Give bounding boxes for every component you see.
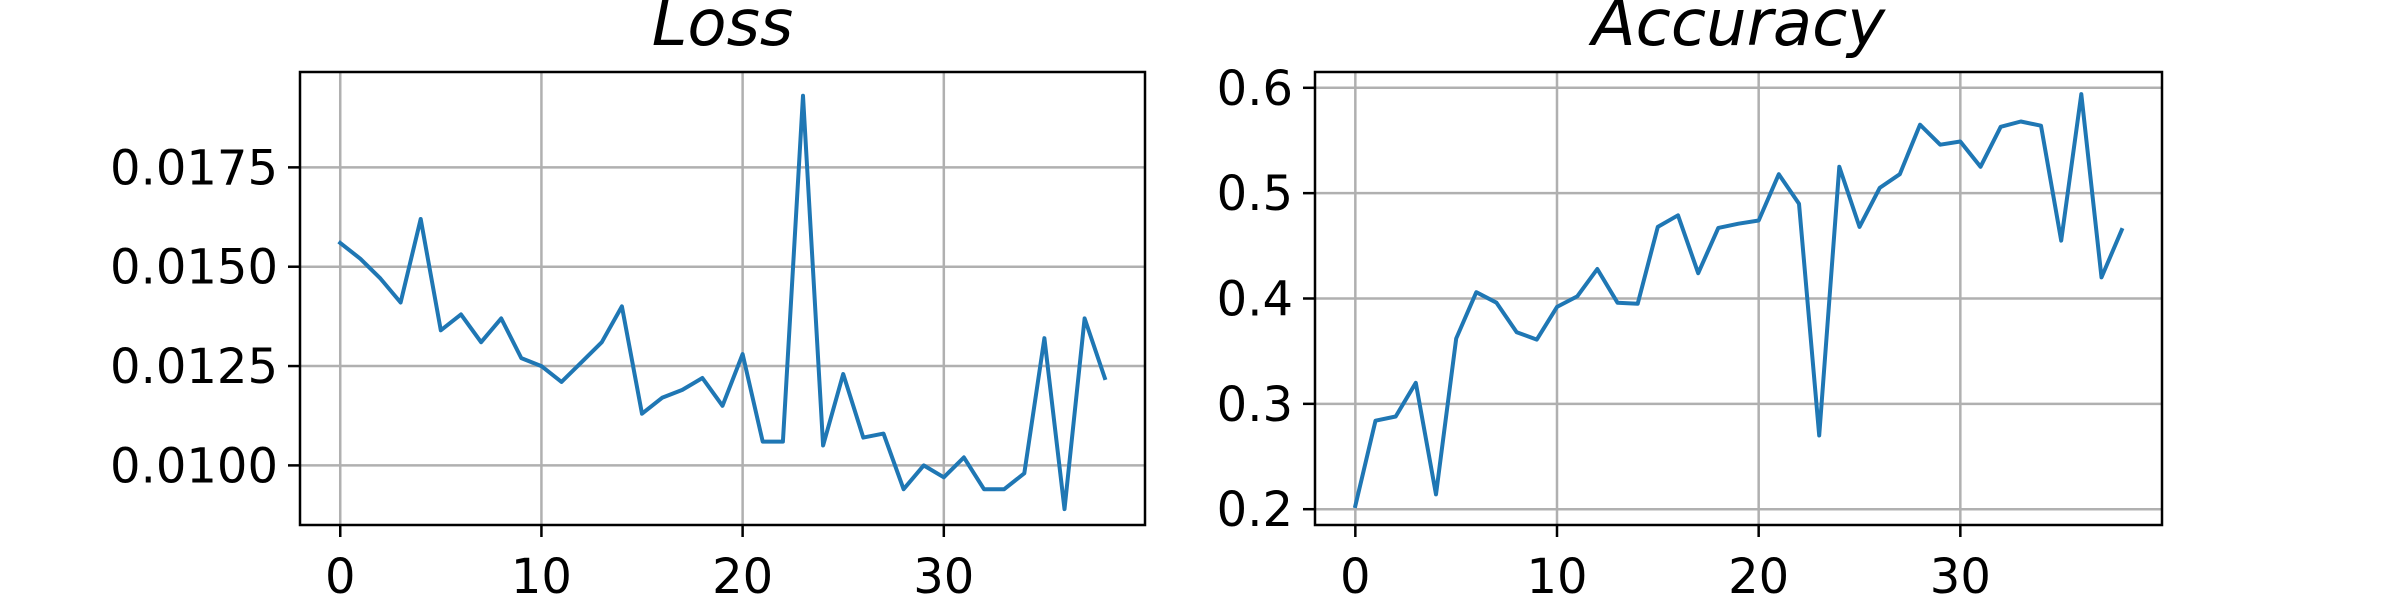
loss-x-tick-label: 20 [712,549,773,600]
accuracy-x-tick-label: 20 [1728,549,1789,600]
loss-x-tick-label: 10 [511,549,572,600]
loss-y-tick-label: 0.0150 [110,240,278,296]
accuracy-y-tick-label: 0.2 [1217,482,1293,538]
accuracy-y-tick-label: 0.6 [1217,61,1293,117]
accuracy-x-tick-label: 30 [1930,549,1991,600]
loss-chart: Loss 0 10 20 30 0.0100 0.0125 0.0150 0.0175 [110,0,1147,600]
loss-x-tick-label: 0 [325,549,356,600]
accuracy-chart: Accuracy 0 10 20 30 0.2 0.3 0.4 0.5 0.6 [1217,0,2164,600]
loss-chart-title: Loss [652,0,794,61]
accuracy-y-tick-label: 0.5 [1217,166,1293,222]
accuracy-y-tick-label: 0.4 [1217,272,1293,328]
accuracy-x-tick-label: 0 [1340,549,1371,600]
loss-y-tick-label: 0.0100 [110,438,278,494]
loss-y-tick-label: 0.0175 [110,140,278,196]
loss-series-line [337,93,1108,512]
loss-axes-frame [298,70,1147,527]
loss-y-tick-label: 0.0125 [110,339,278,395]
accuracy-series-line [1352,92,2125,509]
accuracy-x-tick-label: 10 [1526,549,1587,600]
accuracy-y-tick-label: 0.3 [1217,377,1293,433]
loss-x-tick-label: 30 [913,549,974,600]
accuracy-chart-title: Accuracy [1588,0,1886,61]
